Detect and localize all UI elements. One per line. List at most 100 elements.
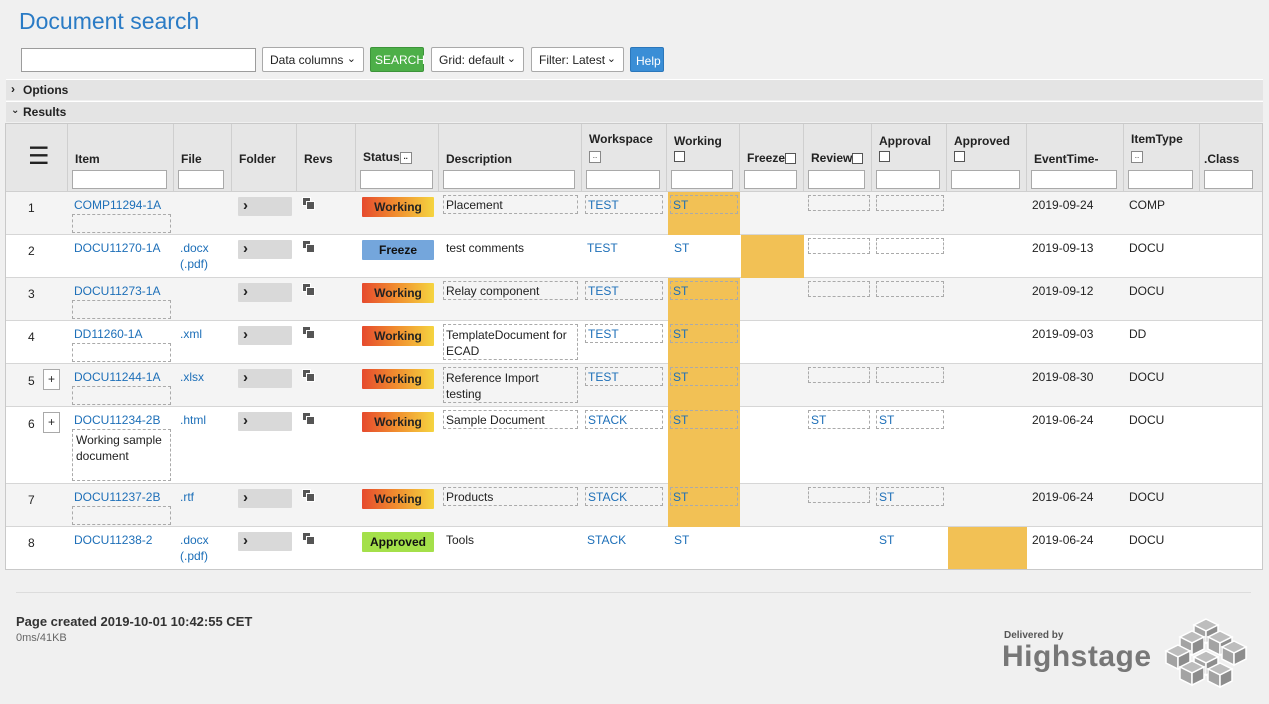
workspace-field[interactable]: TEST: [585, 281, 663, 300]
filter-itemtype-input[interactable]: [1128, 170, 1193, 189]
workspace-link[interactable]: TEST: [588, 284, 619, 298]
header-review[interactable]: Review: [804, 124, 872, 192]
approval-field[interactable]: ST: [876, 487, 944, 506]
expand-button[interactable]: +: [43, 412, 60, 433]
header-approved[interactable]: Approved: [947, 124, 1027, 192]
item-link[interactable]: DOCU11238-2: [74, 533, 153, 547]
search-button[interactable]: SEARCH: [370, 47, 425, 72]
table-row[interactable]: 4 DD11260-1A .xml › Working TemplateDocu…: [6, 321, 1262, 364]
file-link[interactable]: .xlsx: [180, 370, 204, 384]
filter-description-input[interactable]: [443, 170, 575, 189]
folder-button[interactable]: ›: [238, 412, 292, 431]
approval-checkbox[interactable]: [879, 151, 890, 162]
header-description[interactable]: Description: [439, 124, 582, 192]
review-checkbox[interactable]: [852, 153, 864, 165]
filter-file-input[interactable]: [178, 170, 224, 189]
header-status[interactable]: Status..: [356, 124, 439, 192]
data-columns-dropdown[interactable]: Data columns ⌄: [262, 47, 364, 72]
header-folder[interactable]: Folder: [232, 124, 297, 192]
revisions-icon[interactable]: [302, 532, 317, 546]
results-section-toggle[interactable]: ⌄ Results: [6, 101, 1263, 122]
working-link[interactable]: ST: [673, 327, 689, 341]
description-field[interactable]: Placement: [443, 195, 578, 214]
item-note-field[interactable]: [72, 343, 171, 362]
help-button[interactable]: Help: [630, 47, 664, 72]
workspace-link[interactable]: TEST: [588, 327, 619, 341]
review-field[interactable]: [808, 195, 870, 211]
working-field[interactable]: ST: [670, 410, 738, 429]
revisions-icon[interactable]: [302, 489, 317, 503]
working-link[interactable]: ST: [673, 198, 689, 212]
header-eventtime[interactable]: EventTime-: [1027, 124, 1124, 192]
header-freeze[interactable]: Freeze: [740, 124, 804, 192]
review-link[interactable]: ST: [811, 413, 827, 427]
status-filter-toggle[interactable]: ..: [399, 151, 412, 164]
item-link[interactable]: DOCU11244-1A: [74, 370, 161, 384]
approval-field[interactable]: [876, 281, 944, 297]
options-section-toggle[interactable]: › Options: [6, 79, 1263, 100]
filter-dropdown[interactable]: Filter: Latest ⌄: [531, 47, 624, 72]
filter-workspace-input[interactable]: [586, 170, 660, 189]
workspace-field[interactable]: TEST: [585, 367, 663, 386]
working-link[interactable]: ST: [673, 370, 689, 384]
filter-approval-input[interactable]: [876, 170, 940, 189]
item-note-field[interactable]: [72, 386, 171, 405]
description-field[interactable]: Reference Import testing: [443, 367, 578, 403]
workspace-link[interactable]: TEST: [588, 370, 619, 384]
filter-approved-input[interactable]: [951, 170, 1020, 189]
working-checkbox[interactable]: [674, 151, 685, 162]
header-workspace[interactable]: Workspace ..: [582, 124, 667, 192]
working-field[interactable]: ST: [670, 367, 738, 386]
workspace-link[interactable]: TEST: [587, 241, 618, 255]
description-field[interactable]: Products: [443, 487, 578, 506]
working-link[interactable]: ST: [674, 241, 690, 255]
table-row[interactable]: 1 COMP11294-1A › Working Placement TEST …: [6, 192, 1262, 235]
folder-button[interactable]: ›: [238, 240, 292, 259]
expand-button[interactable]: +: [43, 369, 60, 390]
working-link[interactable]: ST: [673, 413, 689, 427]
working-link[interactable]: ST: [673, 284, 689, 298]
header-file[interactable]: File: [174, 124, 232, 192]
review-field[interactable]: ST: [808, 410, 870, 429]
item-link[interactable]: DD11260-1A: [74, 327, 143, 341]
search-input[interactable]: [21, 48, 256, 72]
file-pdf-link[interactable]: (.pdf): [180, 257, 209, 271]
approval-field[interactable]: ST: [876, 410, 944, 429]
hamburger-menu-icon[interactable]: ☰: [28, 143, 50, 170]
folder-button[interactable]: ›: [238, 489, 292, 508]
header-itemtype[interactable]: ItemType ..: [1124, 124, 1200, 192]
file-pdf-link[interactable]: (.pdf): [180, 549, 209, 563]
review-field[interactable]: [808, 281, 870, 297]
approval-field[interactable]: [876, 367, 944, 383]
filter-freeze-input[interactable]: [744, 170, 797, 189]
working-field[interactable]: ST: [670, 281, 738, 300]
freeze-checkbox[interactable]: [785, 153, 797, 165]
table-row[interactable]: 8 DOCU11238-2 .docx (.pdf) › Approved To…: [6, 527, 1262, 569]
filter-working-input[interactable]: [671, 170, 733, 189]
workspace-field[interactable]: STACK: [585, 487, 663, 506]
filter-class-input[interactable]: [1204, 170, 1253, 189]
table-row[interactable]: 3 DOCU11273-1A › Working Relay component…: [6, 278, 1262, 321]
file-link[interactable]: .docx: [180, 241, 209, 255]
workspace-link[interactable]: TEST: [588, 198, 619, 212]
filter-status-input[interactable]: [360, 170, 433, 189]
folder-button[interactable]: ›: [238, 532, 292, 551]
working-field[interactable]: ST: [670, 324, 738, 343]
item-note-field[interactable]: [72, 214, 171, 233]
item-note-field[interactable]: [72, 506, 171, 525]
item-link[interactable]: DOCU11237-2B: [74, 490, 161, 504]
header-revs[interactable]: Revs: [297, 124, 356, 192]
working-link[interactable]: ST: [673, 490, 689, 504]
revisions-icon[interactable]: [302, 326, 317, 340]
approval-link[interactable]: ST: [879, 413, 895, 427]
approval-link[interactable]: ST: [879, 490, 895, 504]
workspace-filter-toggle[interactable]: ..: [589, 151, 601, 163]
header-item[interactable]: Item: [68, 124, 174, 192]
filter-item-input[interactable]: [72, 170, 167, 189]
revisions-icon[interactable]: [302, 369, 317, 383]
approval-link[interactable]: ST: [879, 533, 895, 547]
table-row[interactable]: 5 + DOCU11244-1A .xlsx › Working Referen…: [6, 364, 1262, 407]
workspace-link[interactable]: STACK: [588, 413, 628, 427]
item-link[interactable]: DOCU11273-1A: [74, 284, 161, 298]
revisions-icon[interactable]: [302, 283, 317, 297]
